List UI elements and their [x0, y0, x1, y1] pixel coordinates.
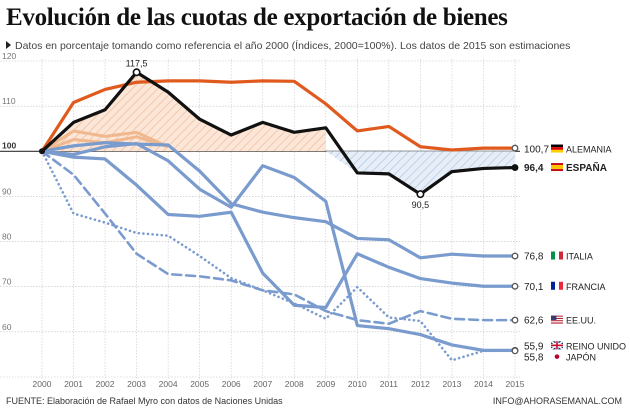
value-label-ee-uu-: 62,6	[524, 316, 544, 327]
baseline-label: 100	[2, 140, 16, 150]
flag-part	[551, 321, 563, 323]
annotation-label: 117,5	[126, 58, 148, 68]
chart-subtitle: Datos en porcentaje tomando como referen…	[6, 40, 570, 52]
value-label-italia: 76,8	[524, 252, 544, 263]
series-layer	[39, 70, 517, 362]
flag-part	[551, 149, 563, 153]
annotation-marker	[132, 68, 141, 77]
source-note: FUENTE: Elaboración de Rafael Myro con d…	[6, 396, 283, 406]
series-name-espa-a: ESPAÑA	[566, 161, 607, 174]
y-tick-label: 120	[2, 51, 16, 61]
flag-part	[551, 344, 563, 347]
flag-part	[555, 251, 559, 260]
value-label-espa-a: 96,4	[524, 163, 544, 174]
y-tick-label: 110	[2, 96, 16, 106]
series-line-jap-n	[40, 149, 517, 362]
x-tick-label: 2000	[33, 379, 52, 389]
x-tick-label: 2002	[96, 379, 115, 389]
origin-point	[39, 148, 45, 155]
x-tick-label: 2009	[316, 379, 335, 389]
flag-part	[551, 144, 563, 148]
flag-part	[551, 147, 563, 150]
y-tick-label: 90	[2, 186, 12, 196]
flag-part	[554, 354, 560, 359]
value-label-alemania: 100,7	[524, 145, 549, 156]
flag-part	[551, 163, 563, 166]
series-line-alemania	[40, 79, 517, 153]
flag-part	[551, 251, 555, 260]
subtitle-text: Datos en porcentaje tomando como referen…	[15, 40, 571, 52]
x-tick-label: 2012	[411, 379, 430, 389]
series-name-reino-unido: REINO UNIDO	[566, 341, 626, 351]
flag-part	[555, 281, 559, 290]
chart-title: Evolución de las cuotas de exportación d…	[6, 4, 508, 31]
value-label-reino-unido: 55,9	[524, 341, 544, 352]
series-line-francia	[40, 149, 517, 310]
value-label-francia: 70,1	[524, 282, 544, 293]
series-name-francia: FRANCIA	[566, 282, 606, 292]
x-tick-label: 2006	[222, 379, 241, 389]
series-line-ee-uu-	[40, 149, 517, 326]
spain-flag-icon	[551, 163, 563, 172]
x-tick-label: 2001	[64, 379, 83, 389]
uk-flag-icon	[550, 340, 564, 351]
end-marker-italia	[511, 252, 519, 260]
x-tick-label: 2008	[285, 379, 304, 389]
annotation-marker	[416, 190, 425, 199]
label-layer: 117,5 90,5 100,7 ALEMANIA 96,4 ESPAÑA 76,8 ITAL…	[126, 58, 626, 363]
series-name-jap-n: JAPÓN	[566, 353, 596, 363]
shaded-region	[42, 72, 326, 152]
x-tick-label: 2003	[127, 379, 146, 389]
credit-note: INFO@AHORASEMANAL.COM	[492, 396, 622, 406]
series-name-alemania: ALEMANIA	[566, 145, 612, 155]
series-name-ee-uu-: EE.UU.	[566, 316, 596, 326]
extra-line	[41, 129, 169, 153]
shaded-area-layer	[42, 72, 515, 195]
x-tick-label: 2010	[348, 379, 367, 389]
flag-part	[551, 281, 555, 290]
flag-part	[559, 281, 563, 290]
series-name-italia: ITALIA	[566, 252, 593, 262]
x-tick-label: 2011	[380, 379, 399, 389]
y-tick-label: 60	[2, 322, 12, 332]
triangle-icon	[6, 41, 11, 49]
flag-part	[551, 315, 557, 321]
flag-part	[551, 315, 563, 317]
x-tick-label: 2014	[474, 379, 493, 389]
france-flag-icon	[551, 281, 563, 290]
flag-part	[559, 251, 563, 260]
value-label-jap-n: 55,8	[524, 353, 544, 364]
italy-flag-icon	[551, 251, 563, 260]
grid-layer: 60 70 80 90 110 120 2000 2001 2002 2003 2004 2005 20…	[0, 51, 525, 389]
end-marker-francia	[511, 282, 519, 290]
end-marker-ee-uu-	[511, 316, 519, 324]
x-tick-label: 2004	[159, 379, 178, 389]
flag-part	[551, 316, 563, 318]
y-tick-label: 80	[2, 232, 12, 242]
series-line-italia	[40, 141, 517, 260]
x-tick-label: 2007	[253, 379, 272, 389]
end-marker-espa-a	[511, 164, 519, 171]
shaded-region	[325, 151, 515, 195]
japan-flag-icon	[554, 354, 560, 359]
x-tick-label: 2015	[506, 379, 525, 389]
flag-part	[551, 322, 563, 324]
annotation-label: 90,5	[412, 200, 430, 210]
y-tick-label: 70	[2, 277, 12, 287]
flag-part	[551, 320, 563, 322]
usa-flag-icon	[551, 315, 563, 324]
x-tick-label: 2013	[442, 379, 461, 389]
end-marker-alemania	[511, 144, 519, 152]
flag-part	[551, 319, 563, 321]
germany-flag-icon	[551, 144, 563, 153]
flag-part	[551, 317, 563, 320]
end-marker-jap-n	[511, 347, 519, 355]
x-tick-label: 2005	[190, 379, 209, 389]
flag-part	[551, 169, 563, 172]
flag-part	[551, 165, 563, 170]
series-line-espa-a	[40, 70, 517, 196]
